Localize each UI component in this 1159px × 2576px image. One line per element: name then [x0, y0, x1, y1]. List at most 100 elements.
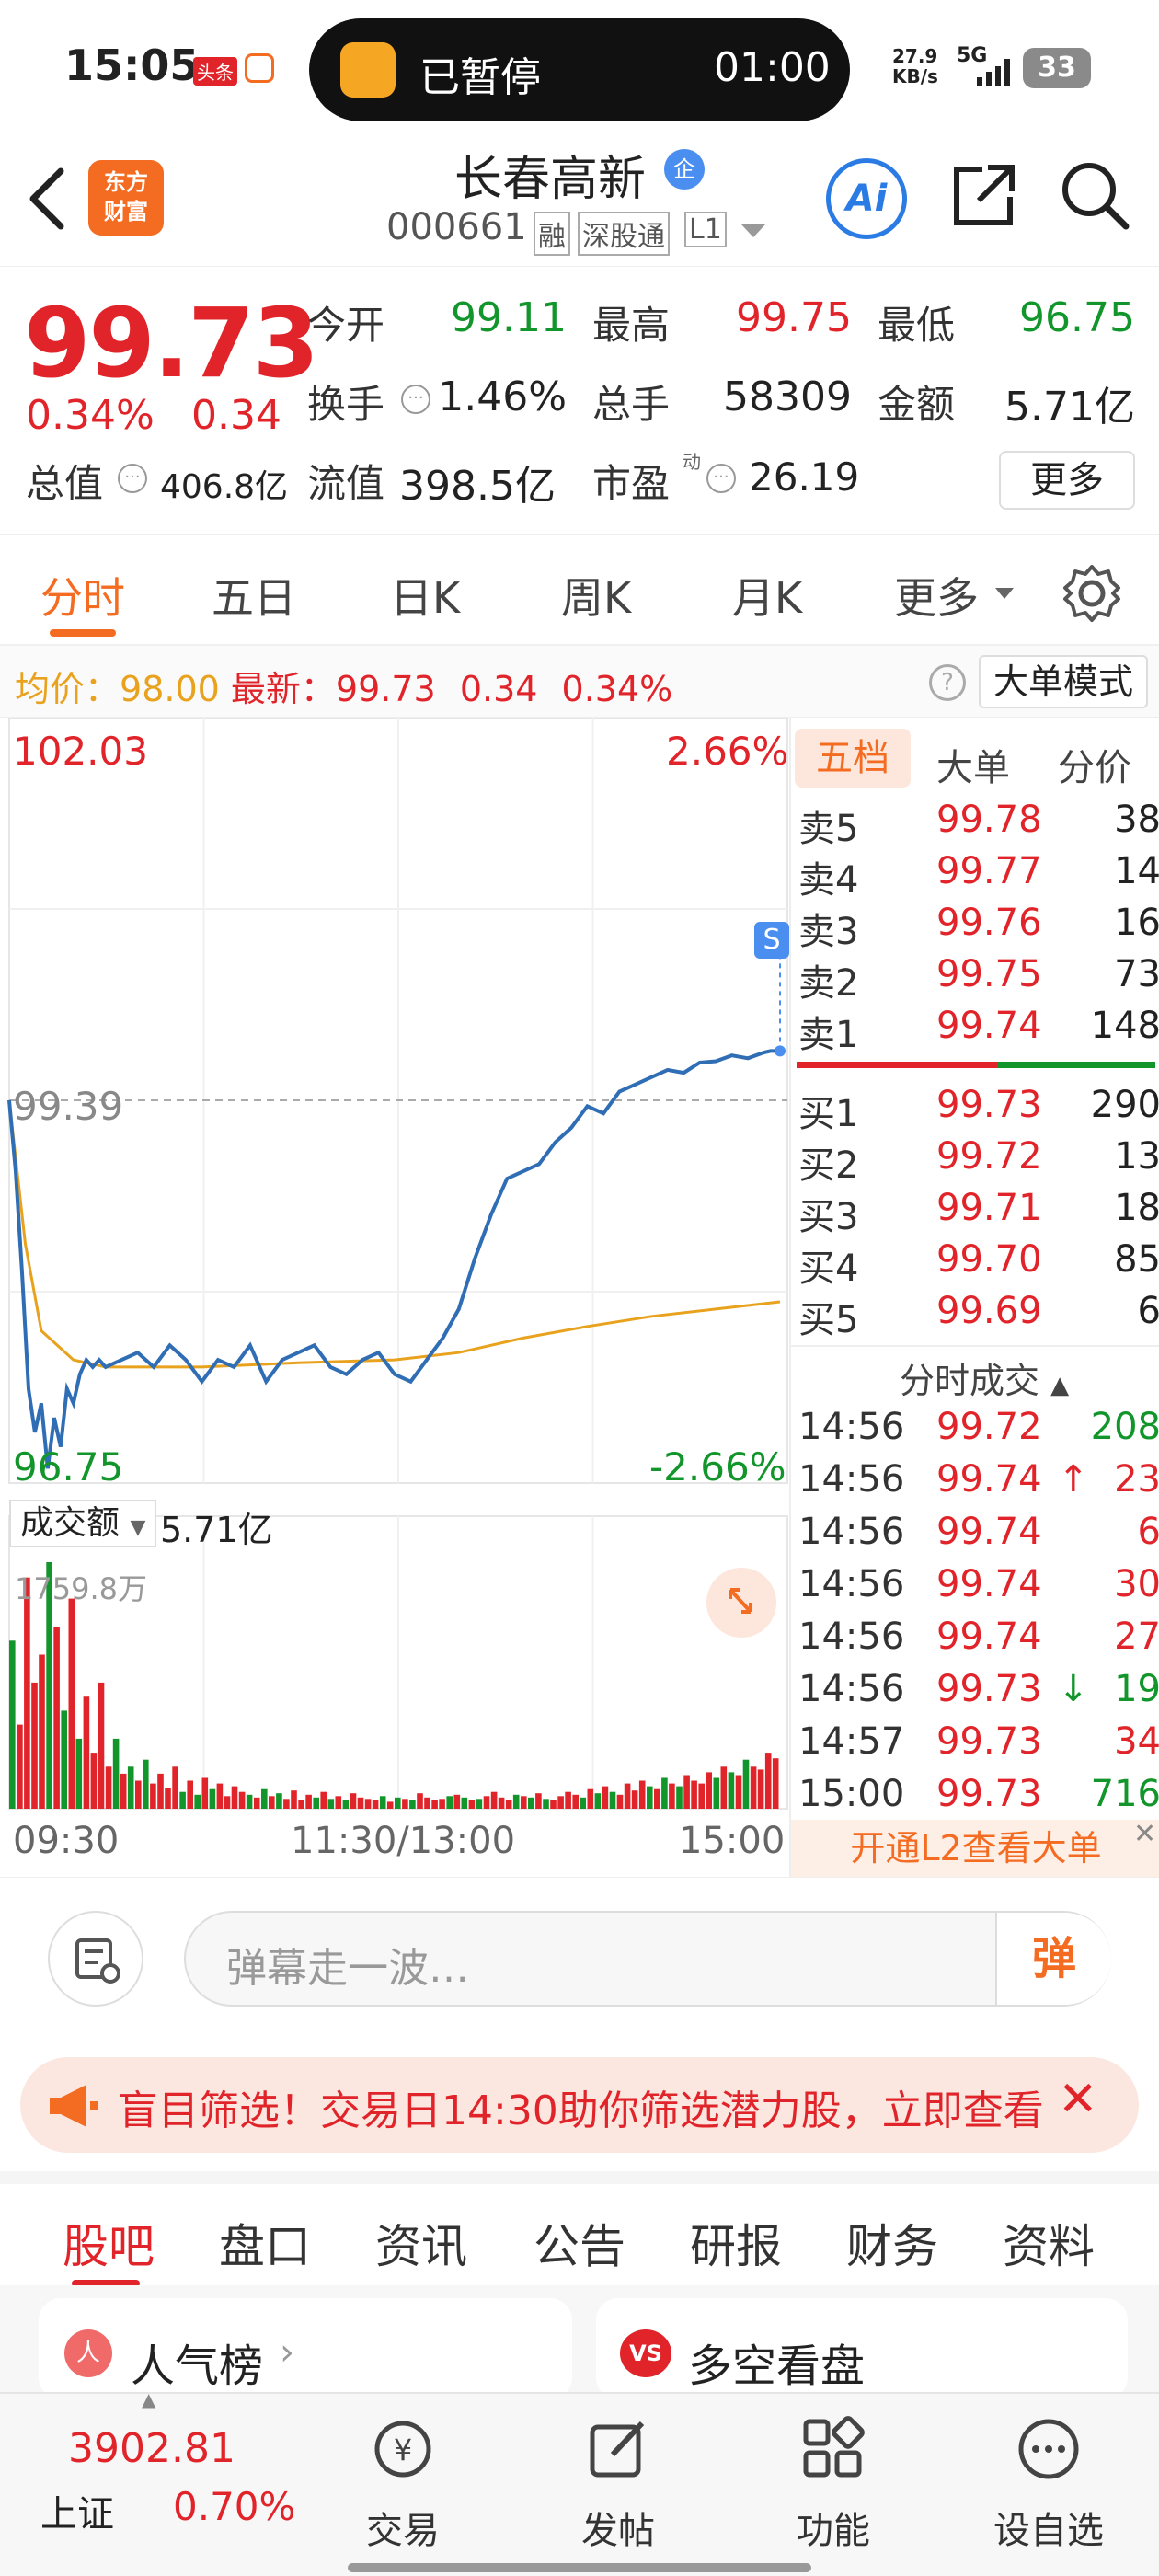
tab-research[interactable]: 研报 — [690, 2220, 782, 2273]
row-price: 99.72 — [936, 1135, 1042, 1178]
volume-bar — [661, 1777, 668, 1809]
volume-selector[interactable]: 成交额 ▼ — [9, 1500, 157, 1547]
big-order-mode-button[interactable]: 大单模式 — [979, 655, 1148, 708]
danmu-send-button[interactable]: 弹 — [995, 1913, 1111, 2005]
volume-bar — [728, 1772, 735, 1809]
volume-bar — [313, 1797, 319, 1809]
info-dots-icon[interactable]: ··· — [706, 464, 736, 493]
volume-bar — [335, 1796, 342, 1809]
expand-icon[interactable] — [706, 1568, 776, 1638]
tab-weekly-k[interactable]: 周K — [561, 573, 632, 623]
volume-bar — [654, 1788, 660, 1809]
danmu-placeholder: 弹幕走一波… — [226, 1945, 469, 1992]
index-value[interactable]: 3902.81 — [68, 2425, 235, 2472]
l2-promo[interactable]: 开通L2查看大单 — [791, 1820, 1159, 1877]
tab-forum[interactable]: 股吧 — [63, 2220, 155, 2273]
share-icon[interactable] — [947, 158, 1021, 236]
help-icon[interactable]: ? — [929, 664, 966, 701]
volume-bar — [647, 1786, 653, 1809]
info-dots-icon[interactable]: ··· — [118, 464, 147, 493]
dropdown-icon[interactable] — [741, 224, 765, 243]
volume-bar — [209, 1788, 216, 1809]
row-label: 14:56 — [798, 1458, 905, 1501]
nav-functions[interactable]: 功能 — [751, 2412, 916, 2554]
tab-intraday[interactable]: 分时 — [40, 573, 125, 623]
row-volume: 716 — [1090, 1773, 1159, 1815]
promo-banner[interactable]: 盲目筛选！交易日14:30助你筛选潜力股，立即查看 ✕ — [20, 2057, 1139, 2153]
row-label: 买1 — [798, 1093, 859, 1135]
nav-add-watchlist[interactable]: 设自选 — [966, 2412, 1131, 2554]
intraday-chart[interactable]: 102.03 99.39 96.75 2.66% -2.66% S 成交额 ▼ … — [0, 718, 789, 1877]
tab-big-orders[interactable]: 大单 — [936, 747, 1010, 789]
order-book-row: 卖1 99.74 148 — [798, 1001, 1159, 1056]
volume-bar — [424, 1797, 430, 1809]
more-dots-icon — [1018, 2419, 1079, 2479]
ticks-title[interactable]: 分时成交 ▲ — [900, 1361, 1070, 1401]
timer-status: 已暂停 — [419, 54, 541, 101]
order-book-row: 买3 99.71 18 — [798, 1183, 1159, 1238]
chevron-up-icon[interactable]: ▲ — [142, 2388, 156, 2410]
volume-bar — [490, 1791, 498, 1809]
popularity-card[interactable]: 人 人气榜 › — [39, 2298, 572, 2399]
row-label: 14:56 — [798, 1616, 905, 1658]
order-book-row: 卖4 99.77 14 — [798, 846, 1159, 902]
more-button[interactable]: 更多 — [999, 451, 1135, 510]
volume-bar — [638, 1780, 646, 1809]
order-book-row: 卖2 99.75 73 — [798, 949, 1159, 1005]
tab-monthly-k[interactable]: 月K — [732, 573, 803, 623]
row-volume: 85 — [1114, 1238, 1159, 1281]
sell-marker[interactable]: S — [754, 922, 789, 959]
chevron-down-icon — [995, 587, 1014, 604]
danmu-settings-icon[interactable] — [48, 1911, 143, 2007]
row-label: 卖1 — [798, 1014, 859, 1056]
danmu-input[interactable]: 弹幕走一波… 弹 — [184, 1911, 1111, 2007]
row-volume: 13 — [1114, 1135, 1159, 1178]
close-icon[interactable]: ✕ — [1133, 1818, 1157, 1850]
row-price: 99.75 — [936, 953, 1042, 995]
chart-tabs: 分时 五日 日K 周K 月K 更多 — [0, 535, 1159, 646]
timer-pill[interactable]: 已暂停 01:00 — [309, 18, 850, 121]
gear-icon[interactable] — [1061, 563, 1122, 627]
tab-5day[interactable]: 五日 — [212, 573, 296, 623]
search-icon[interactable] — [1058, 158, 1131, 236]
row-label: 卖5 — [798, 808, 859, 850]
tab-five-levels[interactable]: 五档 — [795, 729, 911, 788]
intraday-chart-svg[interactable] — [0, 718, 789, 1877]
volume-bar — [276, 1793, 282, 1809]
volume-bar — [98, 1682, 105, 1809]
row-price: 99.73 — [936, 1668, 1042, 1710]
volume-bar — [742, 1759, 750, 1809]
close-icon[interactable]: ✕ — [1058, 2072, 1098, 2127]
nav-post[interactable]: 发帖 — [535, 2412, 701, 2554]
tab-profile[interactable]: 资料 — [1003, 2220, 1095, 2273]
volume-bar — [327, 1799, 335, 1809]
info-dots-icon[interactable]: ··· — [401, 385, 430, 414]
volume-bar — [402, 1799, 408, 1809]
volume-bar — [9, 1640, 16, 1809]
row-volume: 73 — [1114, 953, 1159, 995]
low-label: 最低 — [878, 303, 956, 348]
turnover-value: 1.46% — [438, 374, 567, 420]
enterprise-tag-icon: 企 — [664, 149, 705, 190]
tab-price-dist[interactable]: 分价 — [1058, 747, 1131, 789]
stock-name: 长春高新 — [454, 152, 647, 207]
stock-code: 000661 — [386, 206, 527, 248]
row-volume: 208 — [1090, 1406, 1159, 1448]
ai-icon[interactable]: Ai — [826, 158, 907, 239]
order-book-row: 14:56 99.74 ↑ 23 — [798, 1455, 1159, 1506]
tab-daily-k[interactable]: 日K — [390, 573, 461, 623]
tab-news[interactable]: 资讯 — [375, 2220, 467, 2273]
bull-bear-card[interactable]: VS 多空看盘 — [596, 2298, 1128, 2399]
tab-announcements[interactable]: 公告 — [534, 2220, 625, 2273]
back-icon[interactable] — [24, 162, 70, 239]
stock-header: 东方 财富 长春高新 企 000661 融 深股通 L1 Ai — [0, 138, 1159, 267]
row-price: 99.70 — [936, 1238, 1042, 1281]
tab-financials[interactable]: 财务 — [846, 2220, 938, 2273]
volume-bar — [17, 1724, 23, 1809]
bull-bear-title: 多空看盘 — [688, 2340, 866, 2392]
volume-bar — [150, 1783, 156, 1809]
volume-bar — [528, 1797, 534, 1809]
tab-more[interactable]: 更多 — [894, 573, 979, 623]
tab-market-depth[interactable]: 盘口 — [219, 2220, 311, 2273]
nav-trade[interactable]: ¥ 交易 — [320, 2412, 486, 2554]
